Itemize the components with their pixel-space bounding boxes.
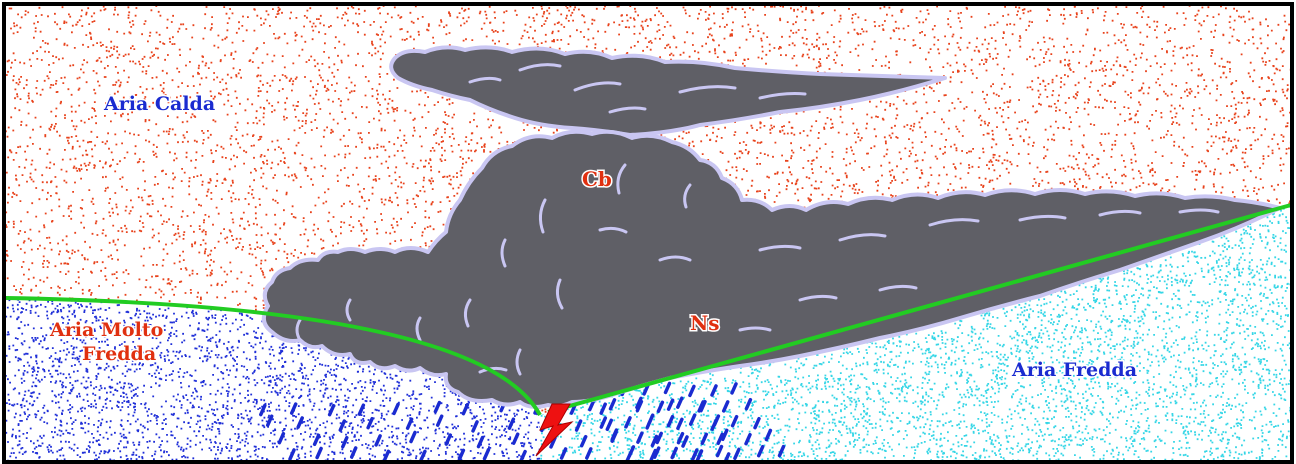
rain-streaks (259, 381, 786, 461)
nimbostratus-label: Ns (690, 311, 720, 335)
occluded-front-line-right (547, 203, 1292, 414)
cumulonimbus-nimbostratus-cloud (261, 129, 1282, 409)
cold-air-label: Aria Fredda (1011, 359, 1137, 381)
cold-air-mass (540, 205, 1291, 461)
occluded-front-line-left (4, 296, 542, 416)
very-cold-air-mass (5, 298, 540, 461)
anvil-cloud (389, 45, 947, 137)
cloud-texture (295, 63, 1220, 376)
lightning-icon (535, 403, 574, 457)
vcold-mass-speckle (5, 298, 540, 461)
warm-air-label: Aria Calda (103, 93, 215, 115)
rain-streak-set (259, 381, 786, 461)
cold-mass-speckle (540, 205, 1291, 461)
very-cold-air-label-line2: Fredda (82, 343, 156, 365)
cumulonimbus-label: Cb (582, 167, 612, 191)
very-cold-air-label-line1: Aria Molto (49, 319, 163, 341)
